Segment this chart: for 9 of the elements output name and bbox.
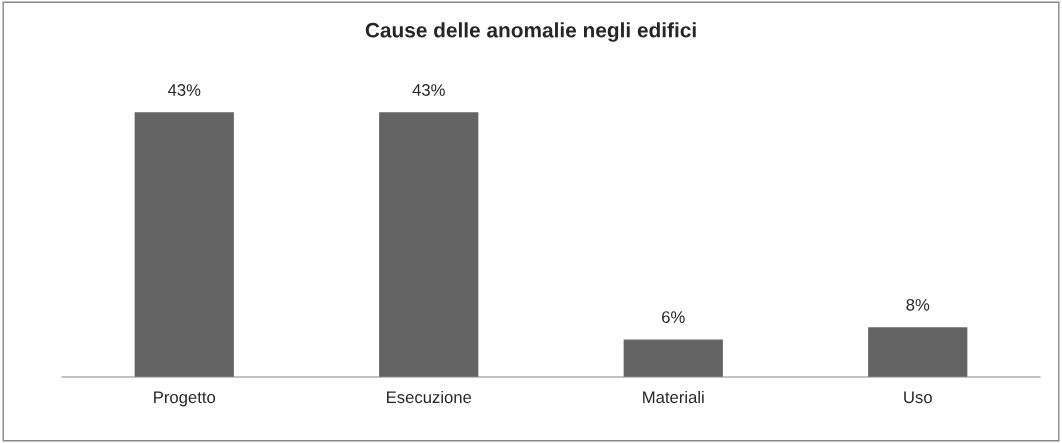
x-tick-label: Materiali <box>643 390 704 404</box>
data-label: 43% <box>412 84 445 96</box>
data-label: 6% <box>662 311 685 323</box>
x-tick-label: Uso <box>904 391 932 404</box>
x-tick-label: Esecuzione <box>387 390 472 404</box>
data-label: 43% <box>167 84 201 96</box>
x-tick-label: Progetto <box>154 391 216 407</box>
data-label: 8% <box>906 298 930 311</box>
chart-title: Cause delle anomalie negli edifici <box>365 22 696 42</box>
